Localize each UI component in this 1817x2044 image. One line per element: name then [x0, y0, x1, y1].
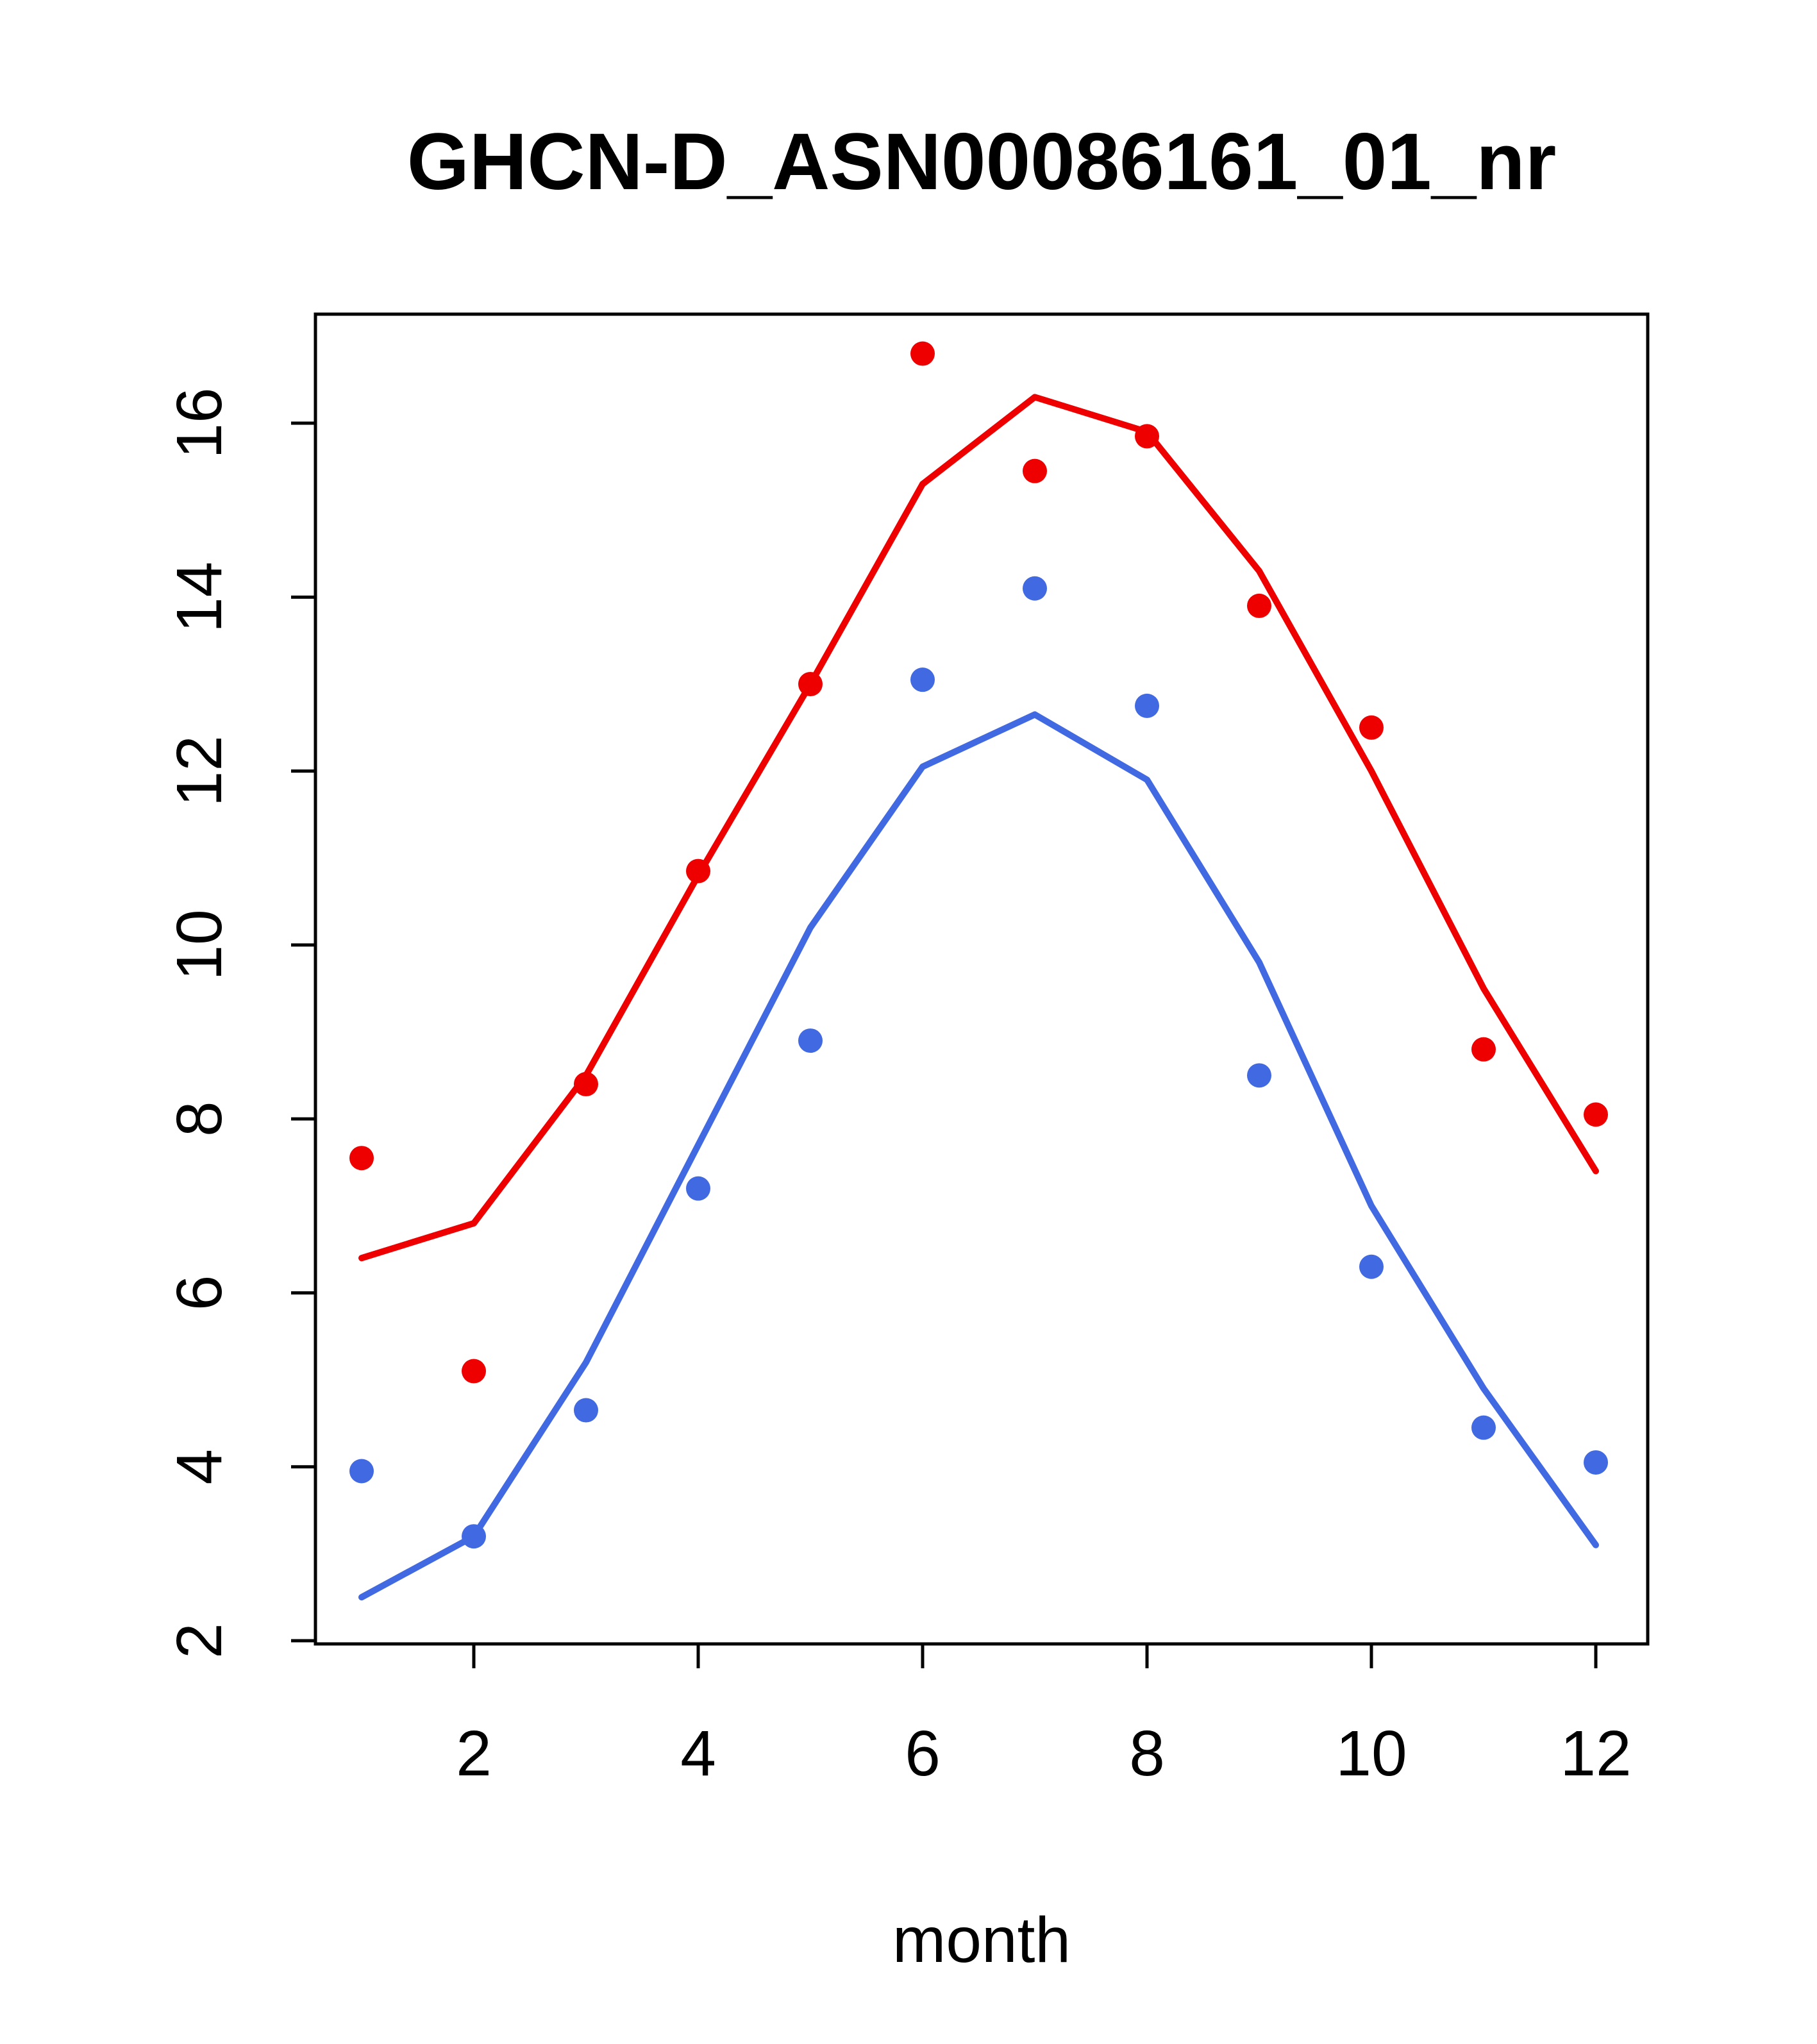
blue-points-point	[1023, 576, 1047, 601]
red-points-point	[686, 859, 710, 884]
y-tick-label: 14	[163, 562, 235, 633]
blue-points-point	[798, 1028, 823, 1053]
blue-points-point	[574, 1398, 598, 1423]
red-points-point	[462, 1359, 486, 1384]
red-points-point	[910, 341, 935, 366]
y-tick-label: 4	[163, 1449, 235, 1485]
plot-box	[314, 312, 1650, 1646]
blue-points-point	[1471, 1415, 1496, 1440]
blue-points-point	[1359, 1254, 1384, 1279]
blue-points-point	[349, 1459, 374, 1484]
x-axis-label: month	[892, 1904, 1071, 1976]
red-points-point	[1584, 1102, 1608, 1127]
x-tick-label: 4	[680, 1718, 716, 1789]
red-points-point	[349, 1146, 374, 1171]
x-tick-label: 10	[1336, 1718, 1407, 1789]
plot-area: 2 4 6 8 10 12 2 4 6 8 10 12 14 16	[163, 312, 1650, 1789]
red-points-point	[1247, 593, 1271, 618]
blue-points-point	[910, 667, 935, 692]
y-tick-label: 2	[163, 1623, 235, 1659]
blue-points-point	[1584, 1450, 1608, 1475]
chart-title: GHCN-D_ASN00086161_01_nr	[407, 117, 1557, 206]
red-line	[358, 394, 1599, 1262]
blue-points-point	[686, 1176, 710, 1201]
red-points-point	[1471, 1037, 1496, 1062]
x-tick-label: 8	[1129, 1718, 1165, 1789]
x-tick-label: 12	[1560, 1718, 1631, 1789]
red-points-point	[574, 1071, 598, 1096]
red-points-point	[1359, 715, 1384, 740]
red-points-point	[1023, 458, 1047, 483]
blue-points-point	[462, 1524, 486, 1549]
y-tick-label: 8	[163, 1101, 235, 1137]
red-points-point	[798, 671, 823, 696]
blue-points-point	[1247, 1063, 1271, 1088]
red-points-point	[1135, 424, 1159, 449]
y-tick-label: 12	[163, 735, 235, 807]
blue-line	[358, 711, 1599, 1601]
y-tick-label: 6	[163, 1275, 235, 1311]
x-tick-label: 2	[456, 1718, 492, 1789]
y-tick-label: 10	[163, 909, 235, 980]
x-tick-label: 6	[905, 1718, 941, 1789]
blue-points-point	[1135, 693, 1159, 718]
y-tick-label: 16	[163, 387, 235, 458]
